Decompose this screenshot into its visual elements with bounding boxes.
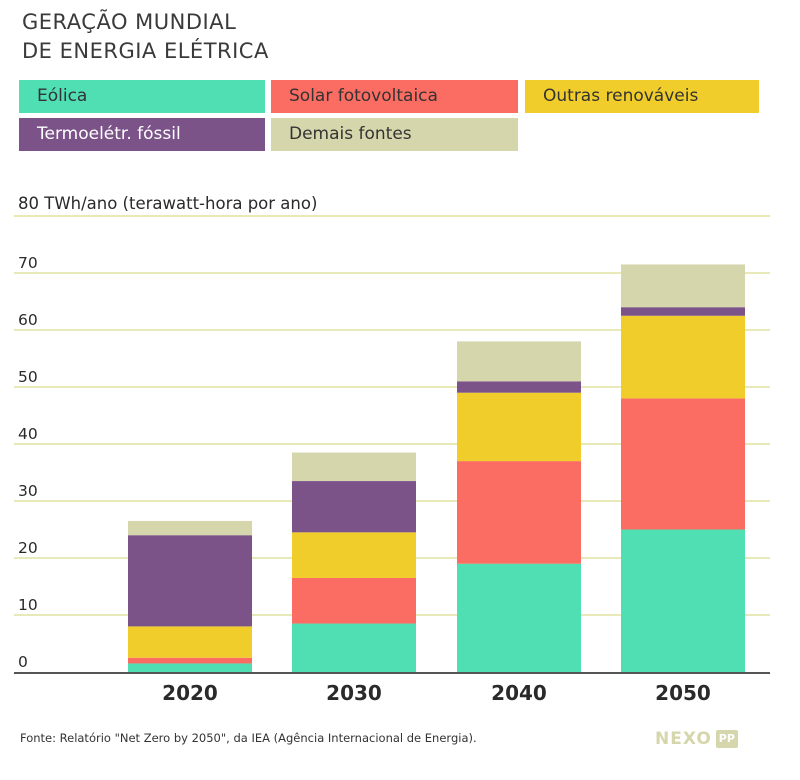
- legend: Eólica Solar fotovoltaica Outras renováv…: [19, 80, 759, 160]
- legend-item-solar: Solar fotovoltaica: [271, 80, 518, 113]
- legend-label-outras: Outras renováveis: [543, 86, 699, 106]
- y-tick-10: 10: [18, 596, 38, 614]
- bar-2050-series-4: [621, 264, 745, 308]
- bar-2020-series-4: [128, 520, 252, 536]
- bar-2050-series-3: [621, 307, 745, 316]
- bar-2030-series-4: [292, 452, 416, 482]
- y-tick-20: 20: [18, 539, 38, 557]
- x-tick-2040: 2040: [491, 681, 547, 705]
- y-tick-70: 70: [18, 254, 38, 272]
- x-tick-labels: 2020 2030 2040 2050: [162, 681, 711, 705]
- y-tick-0: 0: [18, 653, 28, 671]
- legend-item-demais: Demais fontes: [271, 118, 518, 151]
- y-axis-label: 80 TWh/ano (terawatt-hora por ano): [18, 194, 317, 213]
- bar-2020-series-0: [128, 663, 252, 672]
- bar-2030-series-1: [292, 577, 416, 624]
- legend-label-solar: Solar fotovoltaica: [289, 86, 438, 106]
- y-tick-50: 50: [18, 368, 38, 386]
- legend-label-termo: Termoelétr. fóssil: [37, 124, 181, 144]
- chart-title: GERAÇÃO MUNDIAL DE ENERGIA ELÉTRICA: [22, 8, 522, 66]
- legend-item-termo: Termoelétr. fóssil: [19, 118, 265, 151]
- bar-2020-series-1: [128, 657, 252, 664]
- legend-item-eolica: Eólica: [19, 80, 265, 113]
- bar-2040-series-4: [457, 341, 581, 382]
- bar-2050-series-0: [621, 529, 745, 672]
- bar-2040-series-2: [457, 392, 581, 462]
- bar-2030-series-3: [292, 481, 416, 533]
- bar-2030-series-2: [292, 532, 416, 578]
- legend-label-demais: Demais fontes: [289, 124, 412, 144]
- bar-2030-series-0: [292, 623, 416, 672]
- bar-2050-series-1: [621, 398, 745, 530]
- x-tick-2050: 2050: [655, 681, 711, 705]
- logo-wordmark: NEXO: [655, 729, 712, 749]
- bars: [128, 264, 745, 672]
- bar-2050-series-2: [621, 315, 745, 399]
- legend-item-outras: Outras renováveis: [525, 80, 759, 113]
- x-tick-2020: 2020: [162, 681, 218, 705]
- title-line-2: DE ENERGIA ELÉTRICA: [22, 39, 269, 63]
- bar-2040-series-3: [457, 381, 581, 393]
- y-tick-labels: 0 10 20 30 40 50 60 70: [18, 254, 38, 671]
- y-tick-30: 30: [18, 482, 38, 500]
- bar-2040-series-0: [457, 563, 581, 672]
- y-tick-40: 40: [18, 425, 38, 443]
- bar-2040-series-1: [457, 461, 581, 564]
- bar-2020-series-3: [128, 535, 252, 627]
- logo-badge: PP: [715, 730, 738, 748]
- nexo-logo: NEXO PP: [655, 728, 738, 750]
- y-tick-60: 60: [18, 311, 38, 329]
- title-line-1: GERAÇÃO MUNDIAL: [22, 10, 237, 34]
- bar-2020-series-2: [128, 626, 252, 658]
- legend-label-eolica: Eólica: [37, 86, 88, 106]
- source-note: Fonte: Relatório "Net Zero by 2050", da …: [20, 731, 477, 745]
- x-tick-2030: 2030: [326, 681, 382, 705]
